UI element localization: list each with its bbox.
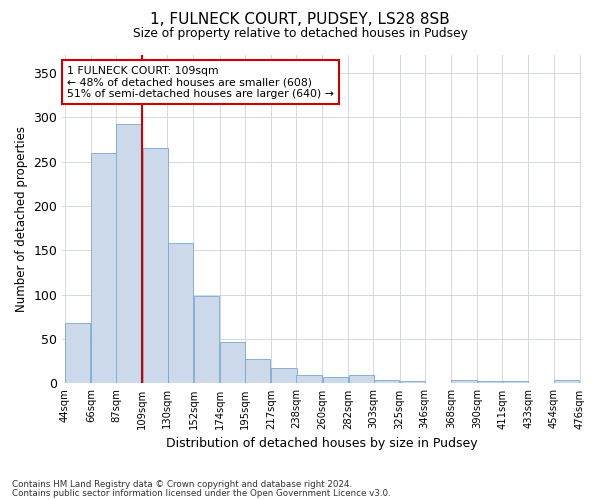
- Text: 1, FULNECK COURT, PUDSEY, LS28 8SB: 1, FULNECK COURT, PUDSEY, LS28 8SB: [150, 12, 450, 28]
- Text: Contains HM Land Registry data © Crown copyright and database right 2024.: Contains HM Land Registry data © Crown c…: [12, 480, 352, 489]
- Bar: [451, 380, 477, 384]
- Bar: [143, 148, 168, 384]
- Bar: [194, 296, 219, 384]
- Bar: [65, 323, 91, 384]
- Y-axis label: Number of detached properties: Number of detached properties: [15, 126, 28, 312]
- Text: Size of property relative to detached houses in Pudsey: Size of property relative to detached ho…: [133, 28, 467, 40]
- Bar: [554, 380, 579, 384]
- Bar: [220, 342, 245, 384]
- Bar: [478, 381, 503, 384]
- Bar: [400, 381, 425, 384]
- Bar: [91, 152, 116, 384]
- Bar: [503, 381, 528, 384]
- X-axis label: Distribution of detached houses by size in Pudsey: Distribution of detached houses by size …: [166, 437, 478, 450]
- Bar: [529, 382, 554, 384]
- Bar: [296, 374, 322, 384]
- Bar: [116, 124, 142, 384]
- Bar: [167, 243, 193, 384]
- Bar: [323, 377, 348, 384]
- Bar: [349, 376, 374, 384]
- Bar: [271, 368, 296, 384]
- Text: 1 FULNECK COURT: 109sqm
← 48% of detached houses are smaller (608)
51% of semi-d: 1 FULNECK COURT: 109sqm ← 48% of detache…: [67, 66, 334, 99]
- Bar: [245, 360, 271, 384]
- Text: Contains public sector information licensed under the Open Government Licence v3: Contains public sector information licen…: [12, 489, 391, 498]
- Bar: [374, 380, 399, 384]
